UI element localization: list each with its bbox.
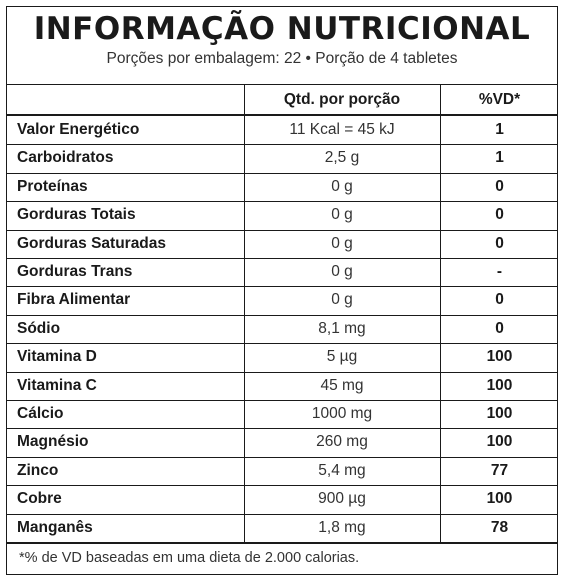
nutrient-quantity: 45 mg <box>320 376 364 394</box>
nutrient-daily-value: - <box>496 263 503 280</box>
nutrient-name: Manganês <box>17 518 93 536</box>
row-divider <box>7 258 557 259</box>
nutrient-quantity: 0 g <box>331 291 353 309</box>
column-header-vd: %VD* <box>478 91 521 108</box>
divider-header <box>7 114 557 116</box>
table-row: Valor Energético 11 Kcal = 45 kJ 1 <box>7 116 557 144</box>
table-row: Carboidratos 2,5 g 1 <box>7 144 557 172</box>
row-divider <box>7 485 557 487</box>
table-row: Manganês 1,8 mg 78 <box>7 514 557 542</box>
nutrient-daily-value: 100 <box>486 376 513 394</box>
nutrient-quantity: 0 g <box>331 263 353 280</box>
row-divider <box>7 172 557 174</box>
row-divider <box>7 456 557 458</box>
row-divider <box>7 314 557 316</box>
divider-bottom <box>7 542 557 544</box>
table-row: Sódio 8,1 mg 0 <box>7 315 557 343</box>
nutrient-daily-value: 1 <box>495 121 504 138</box>
table-row: Magnésio 260 mg 100 <box>7 428 557 456</box>
nutrition-facts-panel: INFORMAÇÃO NUTRICIONAL Porções por embal… <box>6 6 558 575</box>
divider-top <box>7 84 557 85</box>
nutrient-daily-value: 77 <box>490 461 509 479</box>
nutrient-daily-value: 0 <box>495 319 504 337</box>
nutrient-quantity: 0 g <box>331 206 353 224</box>
nutrient-name: Gorduras Trans <box>17 263 133 280</box>
nutrient-name: Valor Energético <box>17 121 140 138</box>
footnote: *% de VD baseadas em uma dieta de 2.000 … <box>19 550 360 566</box>
table-row: Gorduras Trans 0 g - <box>7 258 557 286</box>
nutrient-name: Vitamina D <box>17 348 97 366</box>
nutrient-daily-value: 78 <box>490 518 509 536</box>
column-divider-vd <box>440 85 441 542</box>
nutrient-quantity: 260 mg <box>316 433 368 451</box>
column-header-qty: Qtd. por porção <box>283 91 401 108</box>
table-row: Gorduras Totais 0 g 0 <box>7 201 557 229</box>
row-divider <box>7 371 557 373</box>
nutrient-name: Sódio <box>17 319 61 337</box>
row-divider <box>7 513 557 515</box>
nutrient-daily-value: 0 <box>495 206 504 224</box>
nutrient-daily-value: 0 <box>495 234 504 252</box>
nutrient-daily-value: 100 <box>486 348 513 366</box>
nutrient-daily-value: 100 <box>486 433 513 451</box>
table-row: Gorduras Saturadas 0 g 0 <box>7 230 557 258</box>
nutrient-name: Magnésio <box>17 433 89 451</box>
row-divider <box>7 144 557 146</box>
nutrient-name: Gorduras Saturadas <box>17 234 167 252</box>
nutrient-daily-value: 1 <box>495 149 504 167</box>
nutrient-quantity: 8,1 mg <box>318 319 366 337</box>
nutrient-quantity: 1000 mg <box>311 405 373 422</box>
nutrient-name: Vitamina C <box>17 376 97 394</box>
nutrient-quantity: 1,8 mg <box>318 518 366 536</box>
nutrient-quantity: 5,4 mg <box>318 461 366 479</box>
row-divider <box>7 229 557 231</box>
row-divider <box>7 343 557 345</box>
table-row: Cobre 900 µg 100 <box>7 485 557 513</box>
table-row: Cálcio 1000 mg 100 <box>7 400 557 428</box>
nutrient-quantity: 0 g <box>331 234 353 252</box>
nutrient-name: Cobre <box>17 490 62 508</box>
nutrient-quantity: 2,5 g <box>324 149 360 167</box>
nutrient-name: Cálcio <box>17 405 64 422</box>
nutrient-name: Zinco <box>17 461 59 479</box>
nutrient-name: Proteínas <box>17 177 88 195</box>
table-row: Vitamina C 45 mg 100 <box>7 372 557 400</box>
table-row: Vitamina D 5 µg 100 <box>7 343 557 371</box>
nutrient-name: Gorduras Totais <box>17 206 136 224</box>
nutrient-daily-value: 0 <box>495 177 504 195</box>
row-divider <box>7 286 557 288</box>
table-row: Proteínas 0 g 0 <box>7 173 557 201</box>
nutrient-daily-value: 100 <box>486 405 513 422</box>
row-divider <box>7 400 557 401</box>
nutrient-quantity: 11 Kcal = 45 kJ <box>289 121 395 138</box>
column-divider-qty <box>244 85 245 542</box>
nutrient-quantity: 900 µg <box>318 490 366 508</box>
panel-title: INFORMAÇÃO NUTRICIONAL <box>33 11 531 47</box>
nutrient-daily-value: 0 <box>495 291 504 309</box>
nutrient-name: Fibra Alimentar <box>17 291 131 309</box>
row-divider <box>7 428 557 430</box>
nutrient-daily-value: 100 <box>486 490 513 508</box>
table-row: Fibra Alimentar 0 g 0 <box>7 286 557 314</box>
table-row: Zinco 5,4 mg 77 <box>7 457 557 485</box>
serving-info: Porções por embalagem: 22 • Porção de 4 … <box>106 50 458 67</box>
nutrient-quantity: 5 µg <box>326 348 358 366</box>
nutrient-quantity: 0 g <box>331 177 353 195</box>
nutrient-name: Carboidratos <box>17 149 114 167</box>
row-divider <box>7 201 557 203</box>
